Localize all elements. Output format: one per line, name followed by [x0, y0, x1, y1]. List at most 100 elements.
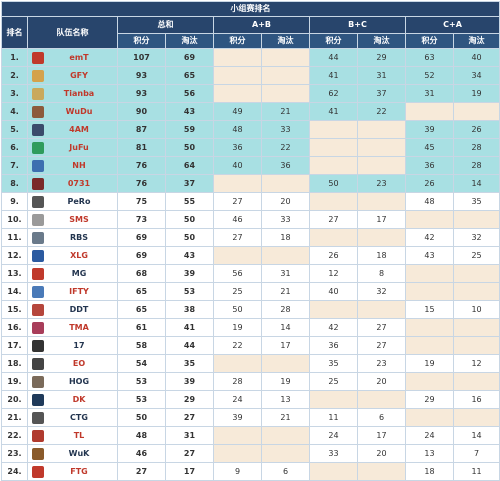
table-row: 18. EO 54 35 35 23 19 12 [1, 354, 500, 373]
team-cell: GFY [27, 66, 118, 85]
total-kills-cell: 43 [165, 102, 214, 121]
ca-points-cell: 48 [405, 192, 454, 211]
rank-cell: 21. [1, 408, 28, 427]
bc-points-cell: 41 [309, 66, 358, 85]
bc-kills-cell: 6 [357, 408, 406, 427]
ca-kills-cell: 35 [452, 192, 500, 211]
total-kills-cell: 53 [165, 282, 214, 301]
ca-points-cell: 31 [405, 84, 454, 103]
total-points-cell: 93 [117, 66, 166, 85]
rank-cell: 15. [1, 300, 28, 319]
team-cell: 4AM [27, 120, 118, 139]
table-row: 1. emT 107 69 44 29 63 40 [1, 48, 500, 67]
ca-points-cell [405, 372, 454, 391]
total-kills-cell: 50 [165, 228, 214, 247]
total-points-cell: 53 [117, 372, 166, 391]
ab-kills-cell [261, 84, 310, 103]
team-logo-icon [32, 69, 44, 82]
ca-kills-cell: 14 [452, 426, 500, 445]
team-logo-icon [32, 375, 44, 388]
team-name: XLG [70, 251, 88, 260]
team-cell: EO [27, 354, 118, 373]
rank-cell: 5. [1, 120, 28, 139]
ca-kills-cell: 28 [452, 138, 500, 157]
team-cell: HOG [27, 372, 118, 391]
team-cell: 17 [27, 336, 118, 355]
ab-kills-cell: 36 [261, 156, 310, 175]
team-name: HOG [68, 377, 90, 386]
bc-points-cell: 25 [309, 372, 358, 391]
bc-header: B+C [309, 16, 406, 34]
table-row: 7. NH 76 64 40 36 36 28 [1, 156, 500, 175]
bc-kills-header: 淘汰 [357, 33, 406, 49]
bc-points-cell: 26 [309, 246, 358, 265]
ab-points-cell: 56 [213, 264, 262, 283]
team-name: PeRo [67, 197, 91, 206]
ranking-rows: 1. emT 107 69 44 29 63 40 2. GFY 93 65 41 31 52 34 3. Tia… [1, 48, 500, 481]
ab-kills-cell [261, 48, 310, 67]
bc-kills-cell: 20 [357, 444, 406, 463]
table-row: 20. DK 53 29 24 13 29 16 [1, 390, 500, 409]
ab-points-cell: 27 [213, 192, 262, 211]
team-name: 17 [73, 341, 85, 350]
team-name: RBS [69, 233, 89, 242]
bc-points-cell: 33 [309, 444, 358, 463]
team-cell: XLG [27, 246, 118, 265]
ca-points-cell [405, 264, 454, 283]
bc-kills-cell: 32 [357, 282, 406, 301]
ab-points-cell [213, 354, 262, 373]
ab-points-cell: 19 [213, 318, 262, 337]
bc-points-cell: 62 [309, 84, 358, 103]
ab-header: A+B [213, 16, 310, 34]
total-points-cell: 69 [117, 228, 166, 247]
ab-kills-cell: 28 [261, 300, 310, 319]
ca-header: C+A [404, 16, 500, 34]
total-kills-cell: 50 [165, 138, 214, 157]
ca-kills-cell: 40 [452, 48, 500, 67]
team-cell: PeRo [27, 192, 118, 211]
team-cell: MG [27, 264, 118, 283]
bc-kills-cell: 18 [357, 246, 406, 265]
table-row: 15. DDT 65 38 50 28 15 10 [1, 300, 500, 319]
team-name: emT [69, 53, 89, 62]
bc-kills-cell [357, 228, 406, 247]
ca-points-cell [405, 282, 454, 301]
team-logo-icon [32, 429, 44, 442]
team-header: 队伍名称 [27, 16, 118, 49]
team-cell: WuDu [27, 102, 118, 121]
table-row: 13. MG 68 39 56 31 12 8 [1, 264, 500, 283]
ca-points-cell: 24 [405, 426, 454, 445]
table-row: 23. WuK 46 27 33 20 13 7 [1, 444, 500, 463]
bc-points-cell: 42 [309, 318, 358, 337]
total-points-cell: 93 [117, 84, 166, 103]
total-kills-cell: 31 [165, 426, 214, 445]
table-row: 21. CTG 50 27 39 21 11 6 [1, 408, 500, 427]
ca-kills-cell [452, 282, 500, 301]
rank-cell: 3. [1, 84, 28, 103]
table-title: 小组赛排名 [0, 1, 500, 17]
team-cell: TL [27, 426, 118, 445]
total-points-cell: 76 [117, 174, 166, 193]
team-logo-icon [32, 159, 44, 172]
team-name: SMS [69, 215, 89, 224]
team-logo-icon [32, 357, 44, 370]
rank-cell: 12. [1, 246, 28, 265]
ab-points-cell [213, 174, 262, 193]
ca-points-cell [405, 318, 454, 337]
total-kills-cell: 27 [165, 444, 214, 463]
ca-kills-cell: 19 [452, 84, 500, 103]
table-row: 9. PeRo 75 55 27 20 48 35 [1, 192, 500, 211]
team-logo-icon [32, 195, 44, 208]
table-row: 19. HOG 53 39 28 19 25 20 [1, 372, 500, 391]
bc-kills-cell: 20 [357, 372, 406, 391]
team-cell: NH [27, 156, 118, 175]
rank-cell: 11. [1, 228, 28, 247]
table-row: 22. TL 48 31 24 17 24 14 [1, 426, 500, 445]
total-points-cell: 54 [117, 354, 166, 373]
ca-kills-cell: 32 [452, 228, 500, 247]
table-row: 14. IFTY 65 53 25 21 40 32 [1, 282, 500, 301]
team-logo-icon [32, 231, 44, 244]
ca-points-cell: 39 [405, 120, 454, 139]
rank-header: 排名 [1, 16, 28, 49]
bc-points-cell: 41 [309, 102, 358, 121]
